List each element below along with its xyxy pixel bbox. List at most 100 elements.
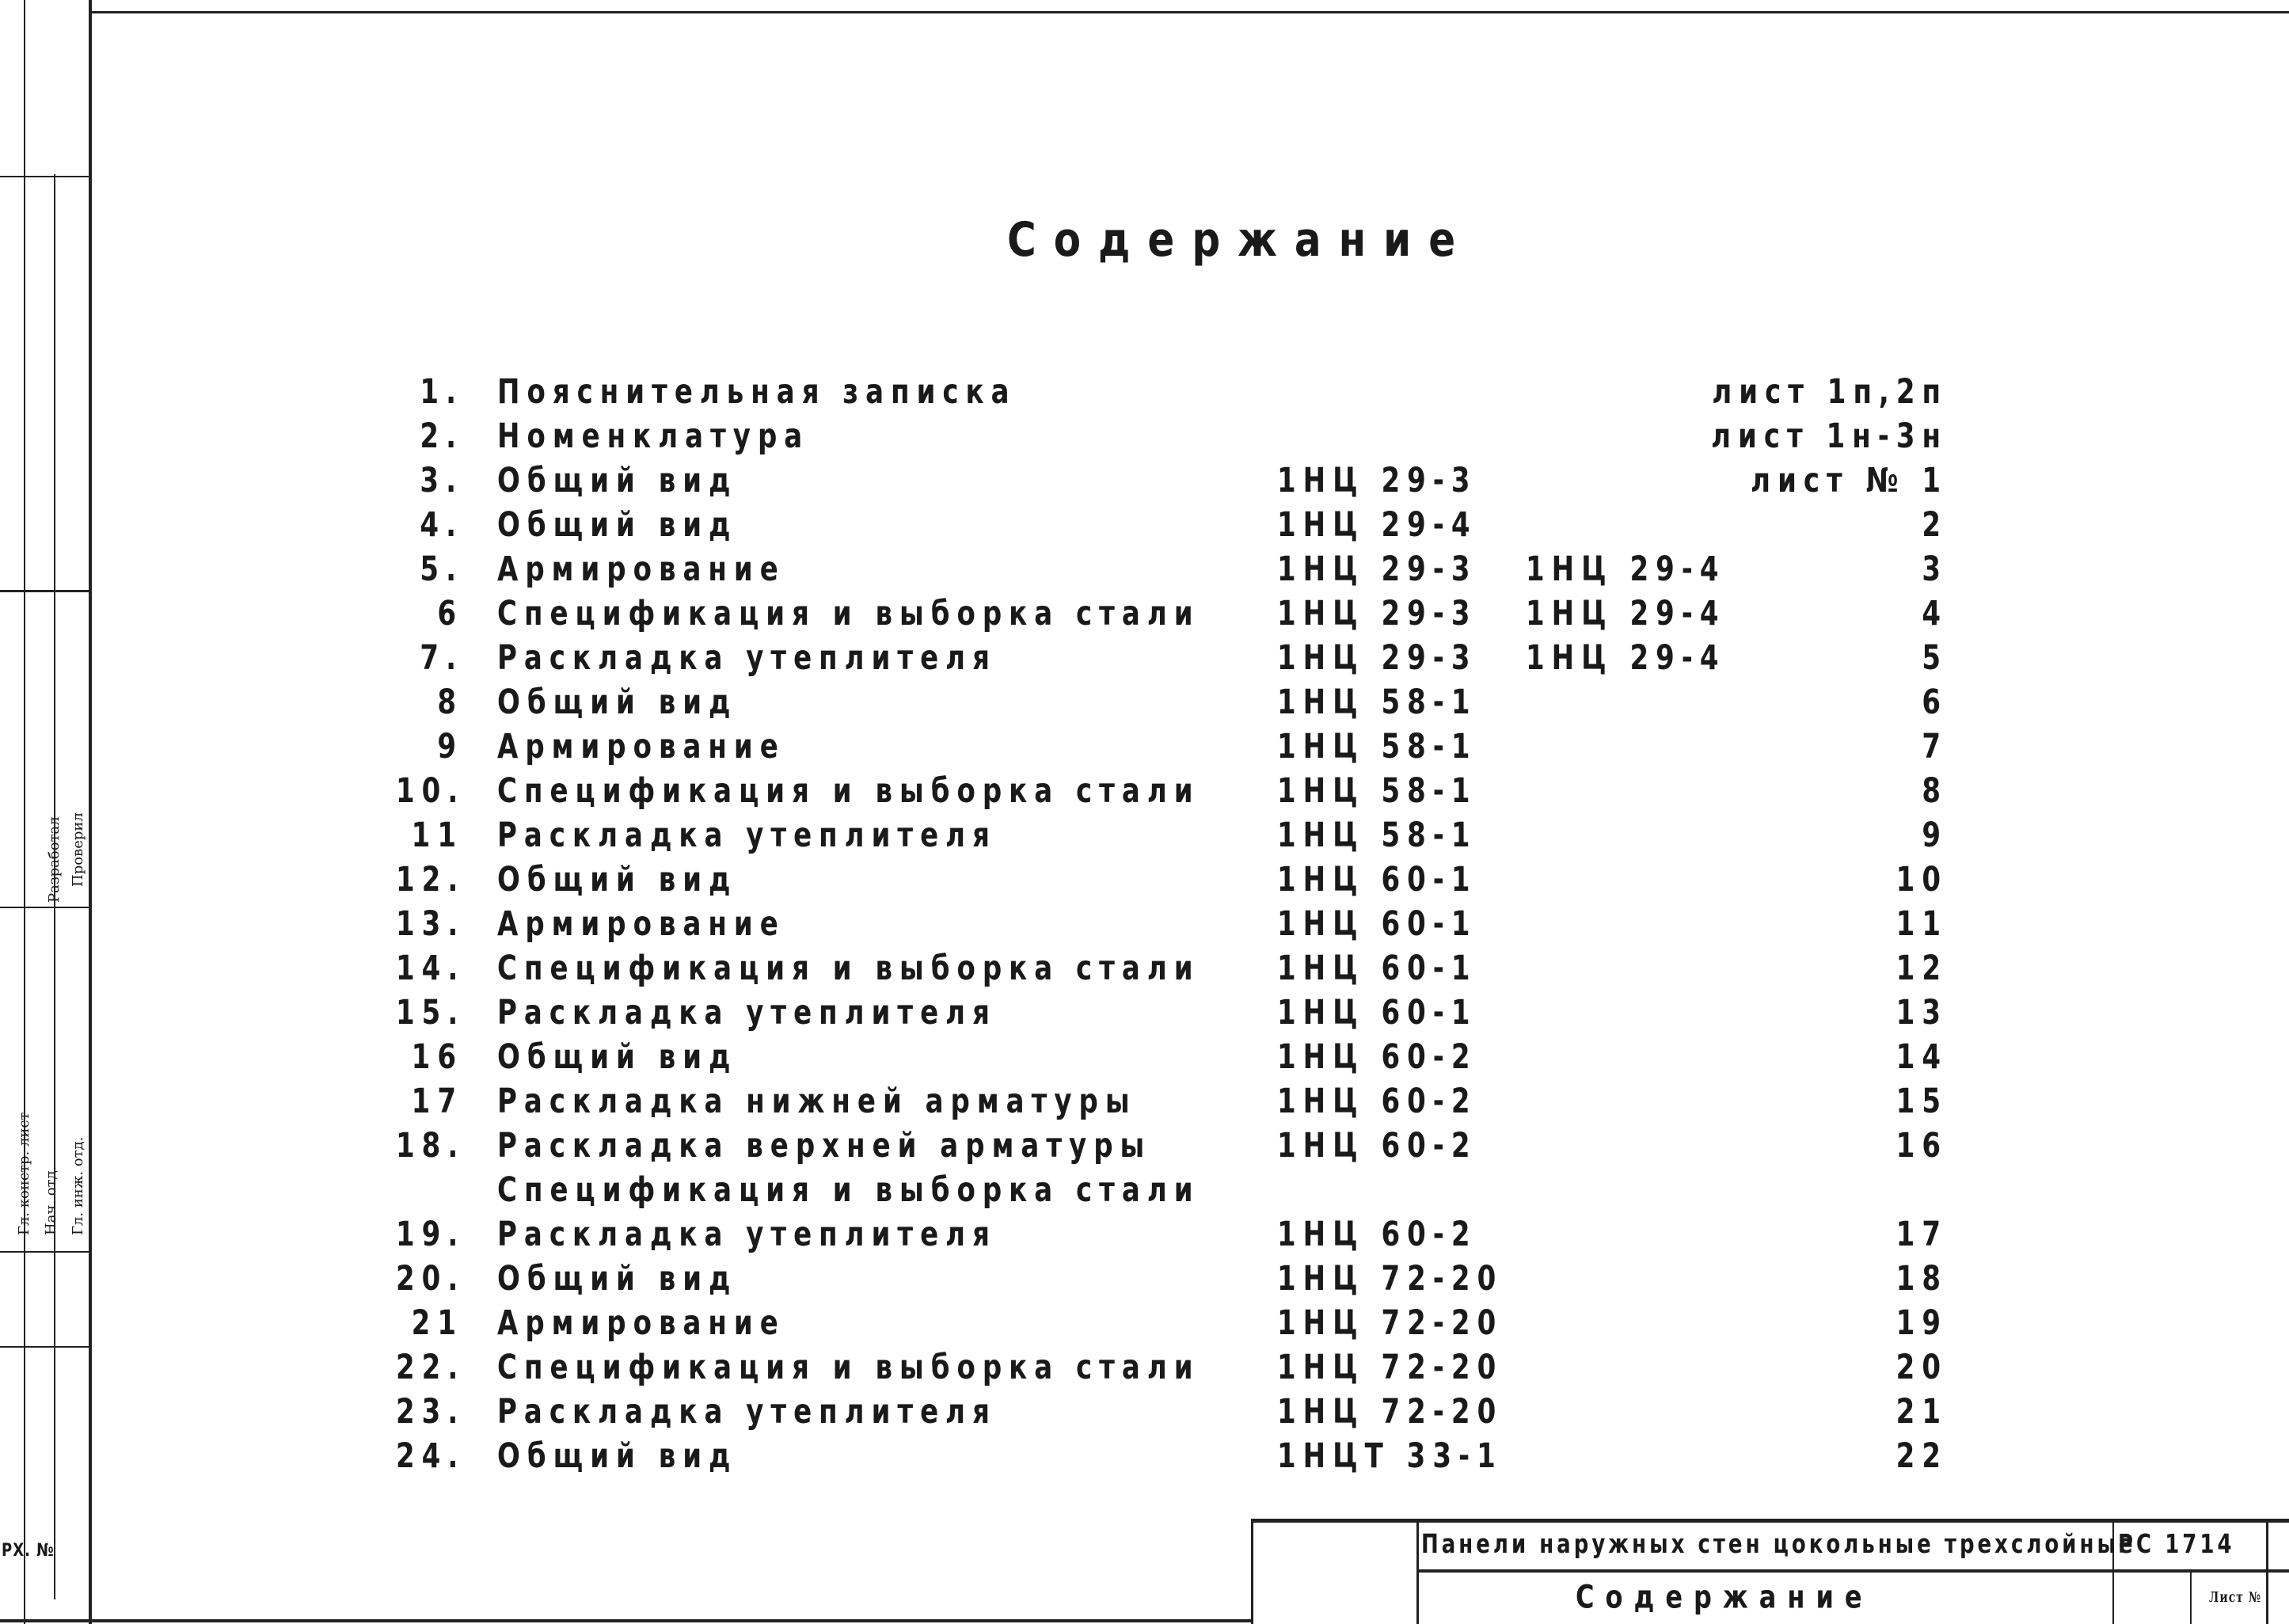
item-sheet: 20 bbox=[1895, 1348, 1948, 1387]
item-sheet: 5 bbox=[1922, 638, 1948, 678]
item-sheet: лист 1п,2п bbox=[1712, 372, 1948, 412]
item-number: 2. bbox=[420, 416, 463, 456]
item-code: 1НЦ 60-2 bbox=[1277, 1082, 1477, 1121]
item-sheet: 19 bbox=[1895, 1303, 1948, 1343]
item-code: 1НЦ 72-20 bbox=[1277, 1392, 1504, 1432]
item-title: Спецификация и выборка стали bbox=[497, 949, 1200, 988]
page-title: Содержание bbox=[1007, 212, 1473, 268]
item-code: 1НЦ 29-3 bbox=[1277, 638, 1477, 678]
item-code-secondary: 1НЦ 29-4 bbox=[1526, 550, 1726, 589]
item-title: Общий вид bbox=[497, 1436, 738, 1476]
item-title: Раскладка утеплителя bbox=[497, 1392, 997, 1432]
item-number: 14. bbox=[396, 949, 466, 988]
margin-line bbox=[24, 0, 25, 1624]
item-sheet: лист № 1 bbox=[1751, 461, 1948, 500]
item-code: 1НЦ 60-1 bbox=[1277, 993, 1477, 1033]
item-number: 16 bbox=[411, 1037, 463, 1077]
item-sheet: 9 bbox=[1922, 816, 1948, 855]
sheet-number-label: Лист № bbox=[2209, 1590, 2262, 1606]
margin-line bbox=[0, 590, 90, 592]
frame-left bbox=[89, 0, 92, 1624]
item-number: 12. bbox=[396, 860, 466, 899]
item-title: Общий вид bbox=[497, 505, 738, 545]
item-title: Армирование bbox=[497, 727, 785, 766]
item-number: 22. bbox=[396, 1348, 466, 1387]
item-sheet: 16 bbox=[1895, 1126, 1948, 1166]
item-code: 1НЦ 60-2 bbox=[1277, 1037, 1477, 1077]
series-code: РС 1714 bbox=[2118, 1530, 2235, 1560]
stamp-checked: Проверил bbox=[70, 812, 86, 887]
item-sheet: 7 bbox=[1922, 727, 1948, 766]
item-title: Общий вид bbox=[497, 1259, 738, 1299]
item-code: 1НЦ 60-2 bbox=[1277, 1215, 1477, 1254]
item-code: 1НЦ 58-1 bbox=[1277, 683, 1477, 722]
item-number: 10. bbox=[396, 771, 466, 811]
item-code: 1НЦ 72-20 bbox=[1277, 1348, 1504, 1387]
item-title: Раскладка верхней арматуры bbox=[497, 1126, 1152, 1166]
stamp-archive: РХ. № bbox=[2, 1540, 55, 1561]
item-sheet: лист 1н-3н bbox=[1711, 416, 1948, 456]
item-number: 1. bbox=[420, 372, 463, 412]
item-number: 15. bbox=[396, 993, 466, 1033]
item-number: 20. bbox=[396, 1259, 466, 1299]
item-number: 9 bbox=[437, 727, 463, 766]
item-number: 23. bbox=[396, 1392, 466, 1432]
item-sheet: 3 bbox=[1922, 550, 1948, 589]
item-number: 4. bbox=[420, 505, 463, 545]
item-number: 6 bbox=[437, 594, 463, 633]
item-code: 1НЦ 29-3 bbox=[1277, 550, 1477, 589]
item-sheet: 21 bbox=[1895, 1392, 1948, 1432]
stamp-chief: Гл. констр. лист bbox=[16, 1112, 32, 1235]
item-number: 21 bbox=[411, 1303, 463, 1343]
margin-line bbox=[0, 1251, 90, 1253]
item-title: Спецификация и выборка стали bbox=[497, 771, 1200, 811]
margin-line bbox=[0, 1346, 90, 1348]
item-sheet: 22 bbox=[1895, 1436, 1948, 1476]
item-number: 5. bbox=[420, 550, 463, 589]
item-sheet: 14 bbox=[1895, 1037, 1948, 1077]
item-title: Общий вид bbox=[497, 683, 738, 722]
item-number: 13. bbox=[396, 904, 466, 944]
sheet-title: Содержание bbox=[1576, 1578, 1873, 1616]
item-number: 11 bbox=[411, 816, 463, 855]
item-title: Общий вид bbox=[497, 1037, 738, 1077]
item-title: Общий вид bbox=[497, 860, 738, 899]
item-title: Раскладка утеплителя bbox=[497, 993, 997, 1033]
project-name: Панели наружных стен цокольные трехслойн… bbox=[1421, 1530, 2136, 1560]
item-code: 1НЦ 29-4 bbox=[1277, 505, 1477, 545]
item-sheet: 10 bbox=[1895, 860, 1948, 899]
item-number: 3. bbox=[420, 461, 463, 500]
item-code: 1НЦТ 33-1 bbox=[1277, 1436, 1503, 1476]
item-code: 1НЦ 58-1 bbox=[1277, 816, 1477, 855]
item-number: 18. bbox=[396, 1126, 466, 1166]
stamp-head: Нач. отд. bbox=[43, 1166, 59, 1235]
item-sheet: 18 bbox=[1895, 1259, 1948, 1299]
frame-bottom bbox=[0, 1619, 1251, 1622]
item-title: Армирование bbox=[497, 904, 785, 944]
stamp-engineer: Гл. инж. отд. bbox=[70, 1136, 86, 1235]
item-title: Номенклатура bbox=[497, 416, 810, 456]
item-code: 1НЦ 72-20 bbox=[1277, 1259, 1504, 1299]
item-code: 1НЦ 72-20 bbox=[1277, 1303, 1504, 1343]
item-code: 1НЦ 60-1 bbox=[1277, 860, 1477, 899]
item-number: 7. bbox=[420, 638, 463, 678]
item-code: 1НЦ 60-1 bbox=[1277, 904, 1477, 944]
item-title: Общий вид bbox=[497, 461, 738, 500]
item-code: 1НЦ 58-1 bbox=[1277, 771, 1477, 811]
item-number: 19. bbox=[396, 1215, 466, 1254]
item-title: Раскладка утеплителя bbox=[497, 1215, 997, 1254]
item-code: 1НЦ 58-1 bbox=[1277, 727, 1477, 766]
item-code: 1НЦ 29-3 bbox=[1277, 594, 1477, 633]
item-sheet: 2 bbox=[1922, 505, 1948, 545]
item-sheet: 6 bbox=[1922, 683, 1948, 722]
frame-top bbox=[90, 11, 2289, 13]
item-sheet: 11 bbox=[1895, 904, 1948, 944]
item-code: 1НЦ 60-2 bbox=[1277, 1126, 1477, 1166]
item-code-secondary: 1НЦ 29-4 bbox=[1526, 594, 1726, 633]
item-title: Раскладка нижней арматуры bbox=[497, 1082, 1137, 1121]
margin-line bbox=[0, 176, 90, 177]
item-title: Армирование bbox=[497, 1303, 785, 1343]
item-title: Спецификация и выборка стали bbox=[497, 1348, 1200, 1387]
margin-line bbox=[54, 174, 55, 1599]
item-code-secondary: 1НЦ 29-4 bbox=[1526, 638, 1726, 678]
